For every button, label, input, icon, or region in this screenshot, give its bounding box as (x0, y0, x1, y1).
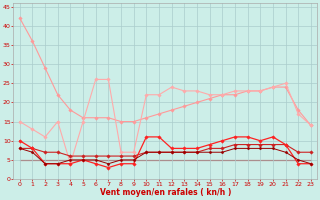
X-axis label: Vent moyen/en rafales ( kn/h ): Vent moyen/en rafales ( kn/h ) (100, 188, 231, 197)
